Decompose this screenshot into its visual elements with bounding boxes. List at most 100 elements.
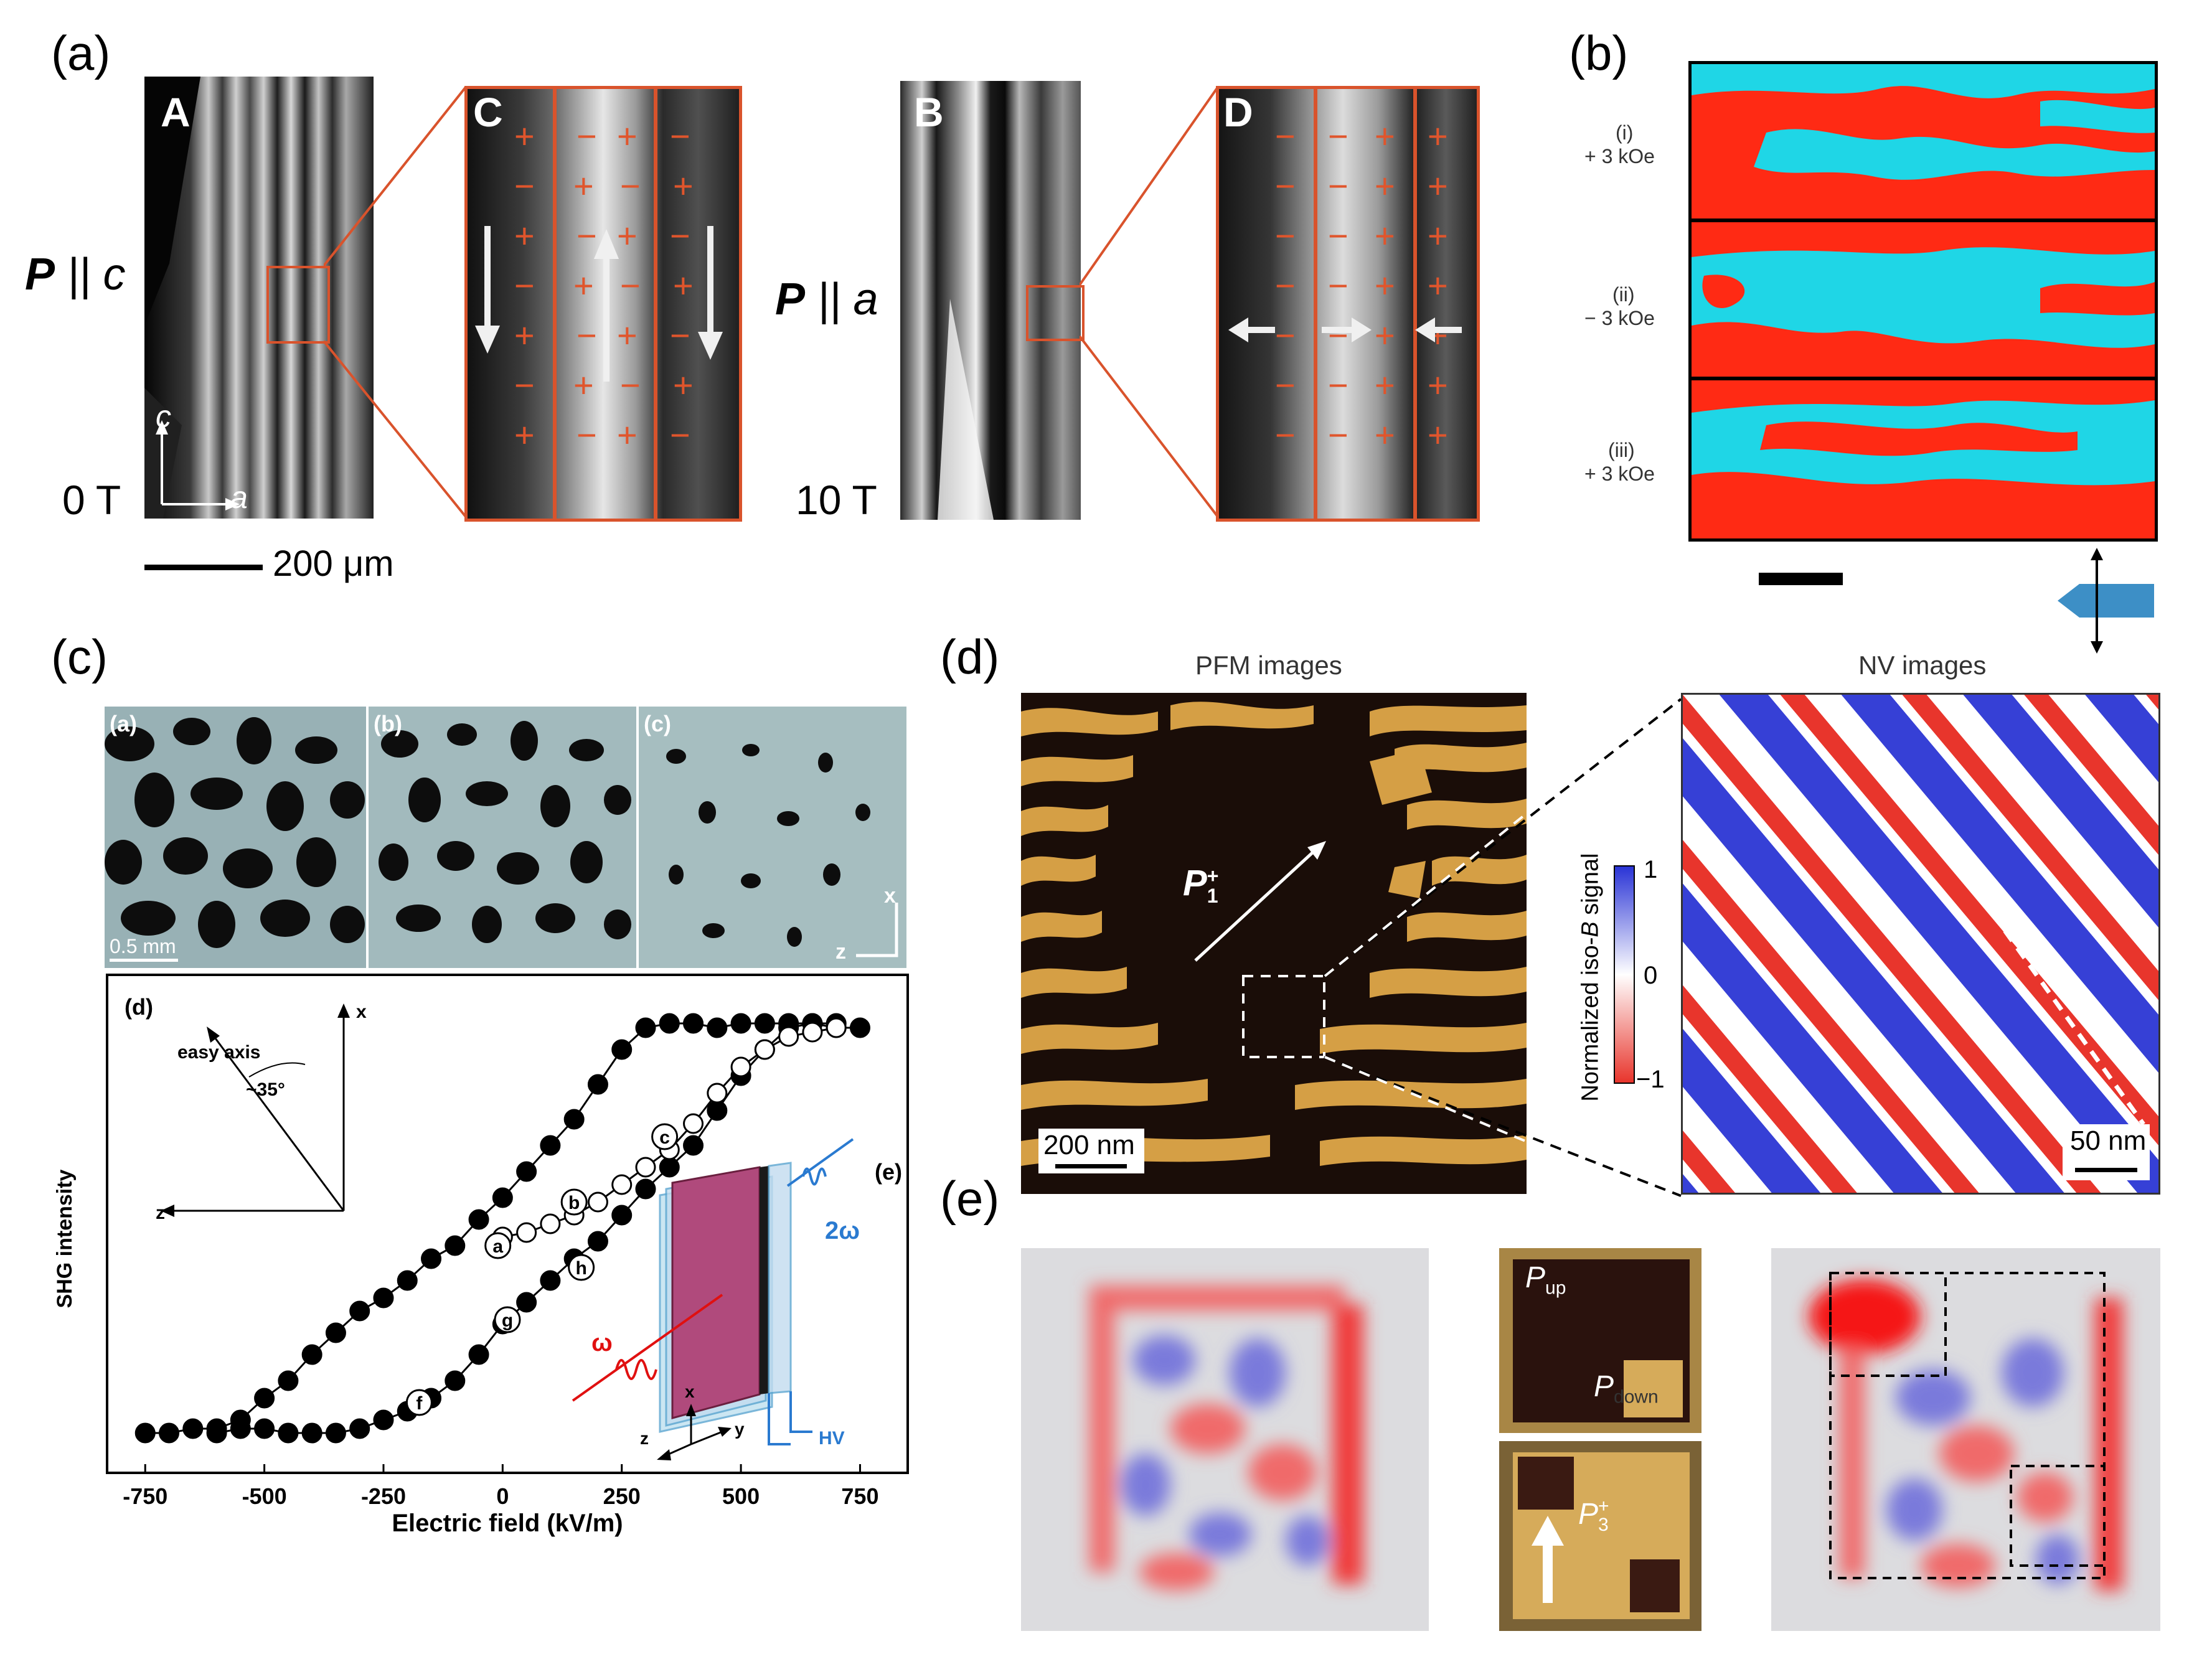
data-point: [730, 1056, 751, 1078]
x-tick-label: 250: [603, 1483, 641, 1509]
p-parallel-c-label: P || c: [25, 249, 125, 300]
charge-signs-c: + − + − − + − + + − + − − + − + + − + − − + − + + − + −: [475, 116, 723, 454]
e-pfm-bottom: [1499, 1441, 1701, 1631]
colorbar-tick-minus1: −1: [1636, 1066, 1665, 1093]
colorbar-tick-1: 1: [1644, 856, 1658, 883]
shg-image-a: [105, 707, 366, 968]
panel-d-label: (d): [940, 629, 1000, 684]
svg-text:+: +: [514, 116, 535, 156]
svg-text:c: c: [659, 1127, 670, 1148]
svg-text:+: +: [573, 166, 594, 205]
data-point: [325, 1322, 346, 1343]
shg-hysteresis-chart: -750 -500 -250 0 250 500 750 Electric field (k…: [53, 974, 909, 1537]
domain-maps-b: [1688, 61, 2158, 542]
data-point: [301, 1422, 322, 1444]
data-point: [635, 1157, 656, 1178]
point-annotation: a: [484, 1232, 512, 1259]
scale-bar-05mm: [110, 959, 178, 962]
x-tick-label: 0: [496, 1483, 509, 1509]
pfm-nv-zoom-lines: [1323, 698, 1682, 1197]
data-point: [540, 1135, 561, 1156]
point-annotation: g: [494, 1306, 521, 1333]
shg-image-c: [639, 707, 906, 968]
nv-title: NV images: [1858, 651, 1987, 680]
p-subscript: 1: [1207, 884, 1218, 907]
p-parallel-a-label: P || a: [775, 274, 878, 325]
row-ii-field: − 3 kOe: [1584, 307, 1655, 329]
svg-text:−: −: [1275, 316, 1296, 355]
x-tick-label: -250: [361, 1483, 406, 1509]
shg-axis-z-label: z: [835, 940, 846, 964]
nv-scale-label: 50 nm: [2070, 1125, 2147, 1156]
domain-wall-d-left: [1314, 86, 1317, 522]
inset-z-label: z: [156, 1203, 165, 1223]
svg-text:+: +: [514, 415, 535, 454]
svg-text:+: +: [514, 316, 535, 355]
two-omega-label: 2ω: [825, 1217, 860, 1244]
colorbar-label-suffix: signal: [1577, 853, 1604, 922]
data-point: [707, 1017, 728, 1038]
nv-colorbar: [1614, 865, 1635, 1084]
row-i-roman: (i): [1616, 121, 1634, 144]
data-point: [540, 1213, 561, 1234]
colorbar-tick-0: 0: [1644, 962, 1658, 989]
data-point: [516, 1161, 537, 1182]
axis-a-label: a: [230, 480, 248, 515]
svg-text:+: +: [514, 216, 535, 255]
point-annotation: f: [405, 1389, 433, 1416]
nv-image: [1681, 693, 2160, 1195]
colorbar-label-b: B: [1577, 921, 1604, 937]
zoom-lines-a: [324, 86, 467, 518]
svg-text:+: +: [1375, 316, 1395, 355]
svg-text:+: +: [1428, 216, 1448, 255]
point-annotation: b: [560, 1188, 588, 1216]
chart-xlabel: Electric field (kV/m): [392, 1510, 623, 1537]
zoom-lines-b: [1080, 86, 1219, 518]
svg-text:−: −: [1328, 216, 1348, 255]
field-direction-arrow-icon: [2058, 548, 2154, 654]
field-0t-label: 0 T: [62, 477, 121, 523]
data-point: [397, 1270, 418, 1291]
data-point: [635, 1017, 656, 1038]
svg-text:a: a: [492, 1236, 503, 1257]
optical-setup-inset: ω 2ω HV x y z: [572, 1138, 860, 1460]
data-point: [707, 1083, 728, 1104]
svg-text:+: +: [617, 116, 638, 156]
panel-a-label: (a): [51, 26, 111, 80]
coord-z-label: z: [640, 1429, 649, 1448]
chart-frame: [106, 974, 909, 1474]
svg-text:f: f: [416, 1393, 423, 1414]
svg-text:+: +: [1375, 266, 1395, 305]
svg-text:+: +: [1375, 216, 1395, 255]
svg-text:+: +: [1375, 116, 1395, 156]
svg-text:+: +: [1428, 415, 1448, 454]
p-superscript: +: [1207, 864, 1219, 887]
data-point: [516, 1292, 537, 1313]
chart-sub-d-label: (d): [125, 994, 153, 1020]
data-point: [134, 1422, 156, 1444]
svg-text:+: +: [617, 216, 638, 255]
colorbar-label-prefix: Normalized iso-: [1577, 937, 1604, 1102]
svg-text:+: +: [1428, 166, 1448, 205]
angle-label: ~35°: [246, 1079, 285, 1100]
image-d-letter: D: [1223, 89, 1253, 135]
x-tick-label: 500: [722, 1483, 760, 1509]
data-point: [349, 1300, 370, 1322]
panel-c-label: (c): [51, 629, 108, 684]
svg-text:−: −: [670, 316, 690, 355]
data-point: [635, 1178, 656, 1200]
svg-text:−: −: [1328, 415, 1348, 454]
data-point: [254, 1418, 275, 1439]
p3-subscript: 3: [1598, 1515, 1609, 1536]
hv-label: HV: [819, 1428, 845, 1449]
data-point: [468, 1344, 489, 1365]
svg-text:+: +: [617, 415, 638, 454]
svg-text:−: −: [1328, 365, 1348, 405]
x-tick-label: -750: [123, 1483, 167, 1509]
svg-text:−: −: [514, 166, 535, 205]
data-point: [659, 1013, 680, 1034]
svg-text:+: +: [573, 266, 594, 305]
data-point: [802, 1022, 823, 1043]
scale-bar-label-200um: 200 μm: [273, 543, 394, 584]
data-point: [206, 1422, 227, 1444]
